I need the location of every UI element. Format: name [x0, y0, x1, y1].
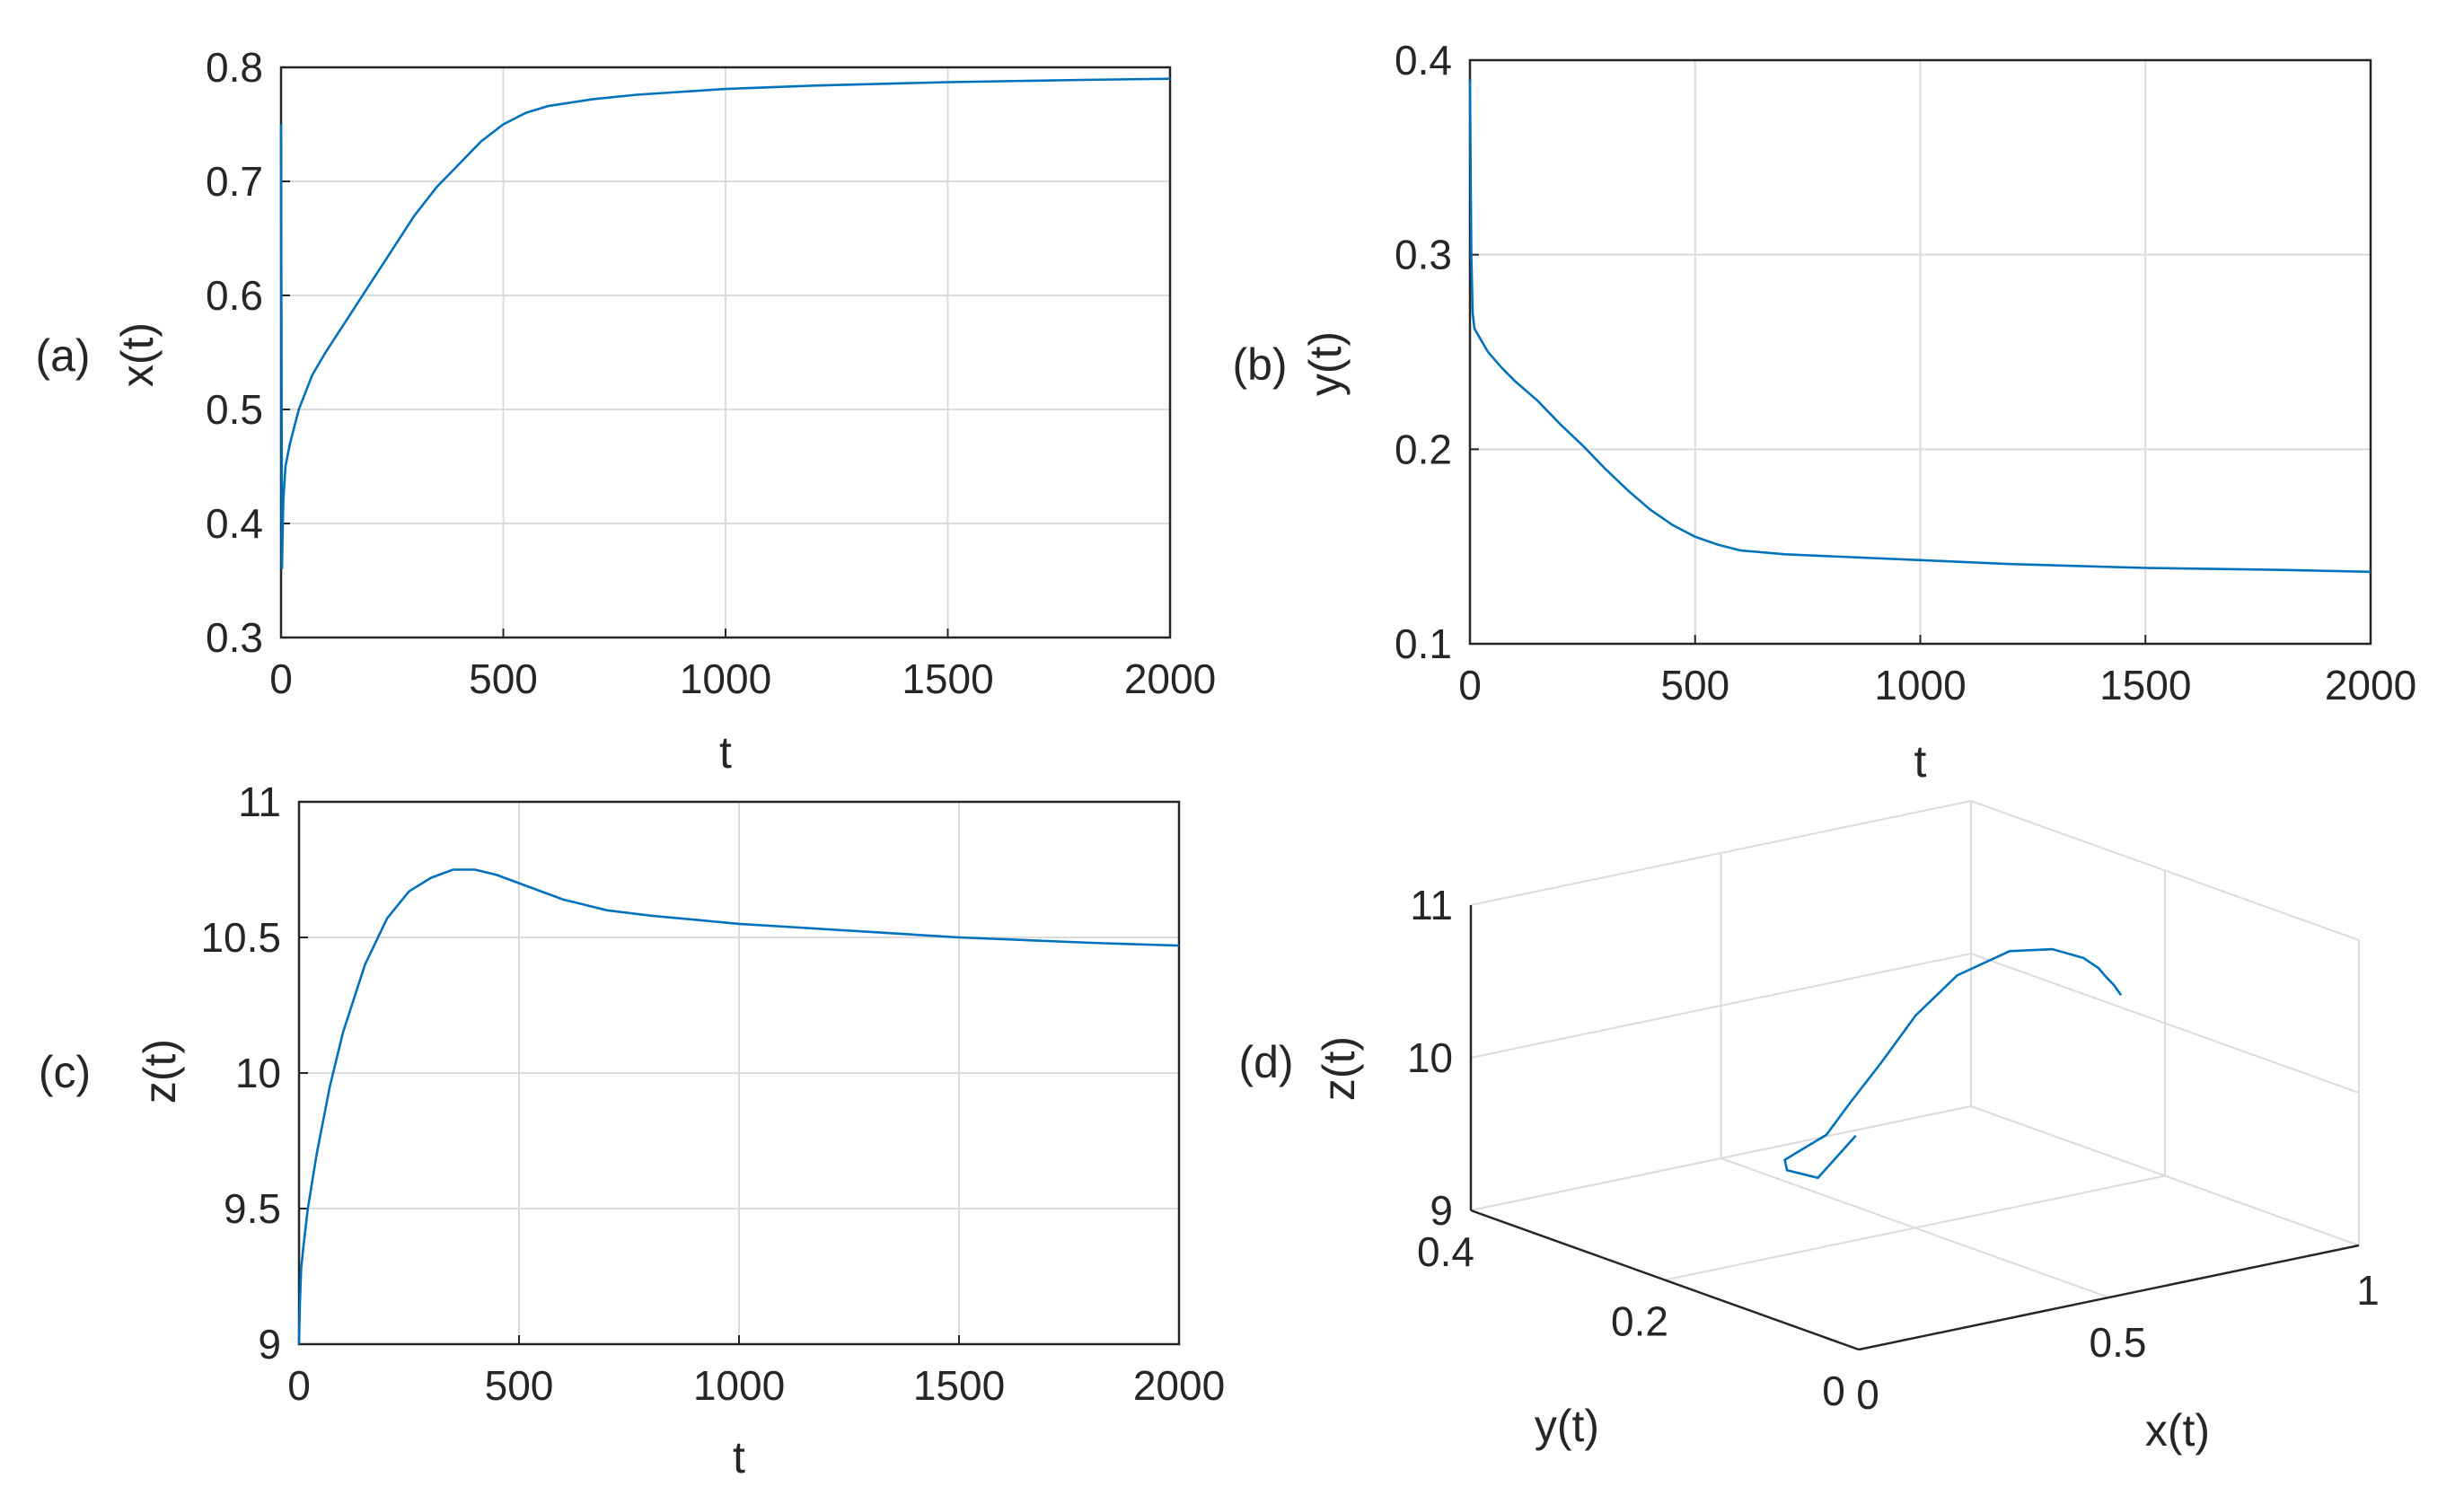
- back-wall-gridline: [1470, 1105, 1972, 1211]
- x-tick-label: 1500: [2099, 662, 2191, 708]
- side-wall-gridline: [1970, 800, 2360, 941]
- x-tick-label: 2000: [1124, 655, 1216, 702]
- y-tick-label: 0.4: [1395, 37, 1452, 84]
- z-tick-label: 10: [1407, 1034, 1453, 1081]
- side-wall-gridline: [1970, 1105, 2360, 1246]
- z-axis-label: z(t): [1314, 1036, 1364, 1101]
- y-tick-label: 0.8: [206, 44, 263, 91]
- x-tick-label: 500: [469, 655, 538, 702]
- y-tick-label: 0.3: [1395, 232, 1452, 278]
- series-line: [279, 77, 1171, 569]
- x-tick-label: 2000: [1133, 1362, 1225, 1409]
- y-tick-label: 0.4: [1417, 1228, 1474, 1275]
- x-tick-label: 1000: [693, 1362, 785, 1409]
- x-tick-label: 1500: [902, 655, 993, 702]
- x-tick-label: 0.5: [2090, 1319, 2147, 1366]
- x-tick-label: 0: [287, 1362, 311, 1409]
- y-tick-label: 0.2: [1611, 1298, 1668, 1345]
- floor-gridline: [1664, 1174, 2166, 1281]
- x-axis-line: [1858, 1244, 2360, 1351]
- x-axis-label: x(t): [2145, 1405, 2210, 1456]
- y-tick-label: 0.5: [206, 386, 263, 433]
- y-tick-label: 0.3: [206, 614, 263, 661]
- chart-c: 0 500 1000 1500 2000 9 9.5 10 10.5 11 t z(t) (c): [39, 778, 1225, 1482]
- panel-label: (c): [39, 1047, 91, 1097]
- y-tick-label: 0.1: [1395, 620, 1452, 667]
- y-tick-label: 0.4: [206, 500, 263, 547]
- back-wall-gridline: [1470, 800, 1972, 906]
- trajectory-line: [1783, 947, 2123, 1180]
- x-tick-label: 500: [1660, 662, 1729, 708]
- x-tick-label: 500: [485, 1362, 554, 1409]
- z-tick-label: 11: [1410, 882, 1453, 928]
- y-axis-line: [1470, 1209, 1860, 1351]
- x-tick-label: 1500: [913, 1362, 1005, 1409]
- panel-label: (b): [1232, 339, 1287, 390]
- y-tick-label: 9.5: [224, 1185, 281, 1232]
- x-tick-label: 1: [2356, 1267, 2380, 1314]
- x-tick-label: 1000: [1874, 662, 1966, 708]
- chart-b: 0 500 1000 1500 2000 0.1 0.2 0.3 0.4 t y(t) (b): [1232, 37, 2416, 787]
- series-line: [297, 868, 1180, 1345]
- x-tick-label: 1000: [680, 655, 771, 702]
- y-tick-label: 10.5: [200, 914, 281, 961]
- x-axis-label: t: [1914, 736, 1927, 787]
- y-tick-label: 0.7: [206, 158, 263, 205]
- chart-a: 0 500 1000 1500 2000 0.3 0.4 0.5 0.6 0.7 0.8 t x(t) (…: [35, 44, 1216, 778]
- x-tick-label: 0: [1458, 662, 1482, 708]
- x-tick-label: 2000: [2325, 662, 2416, 708]
- series-line: [1468, 79, 2372, 574]
- y-axis-label: x(t): [112, 322, 163, 387]
- x-axis-label: t: [733, 1432, 745, 1482]
- back-wall-gridline: [1470, 953, 1972, 1059]
- x-tick-label: 0: [1856, 1371, 1879, 1418]
- y-axis-label: y(t): [1300, 331, 1351, 396]
- y-tick-label: 9: [258, 1321, 281, 1368]
- y-axis-label: y(t): [1535, 1401, 1599, 1451]
- panel-label: (a): [35, 330, 90, 381]
- panel-label: (d): [1238, 1037, 1293, 1087]
- y-tick-label: 0.2: [1395, 426, 1452, 472]
- y-tick-label: 0: [1822, 1368, 1845, 1414]
- side-wall-gridline: [1970, 953, 2360, 1094]
- x-axis-label: t: [719, 727, 732, 778]
- y-tick-label: 0.6: [206, 272, 263, 319]
- y-tick-label: 11: [238, 778, 281, 825]
- x-tick-label: 0: [269, 655, 293, 702]
- y-tick-label: 10: [235, 1050, 281, 1096]
- y-axis-label: z(t): [135, 1039, 185, 1104]
- z-tick-label: 9: [1430, 1187, 1453, 1234]
